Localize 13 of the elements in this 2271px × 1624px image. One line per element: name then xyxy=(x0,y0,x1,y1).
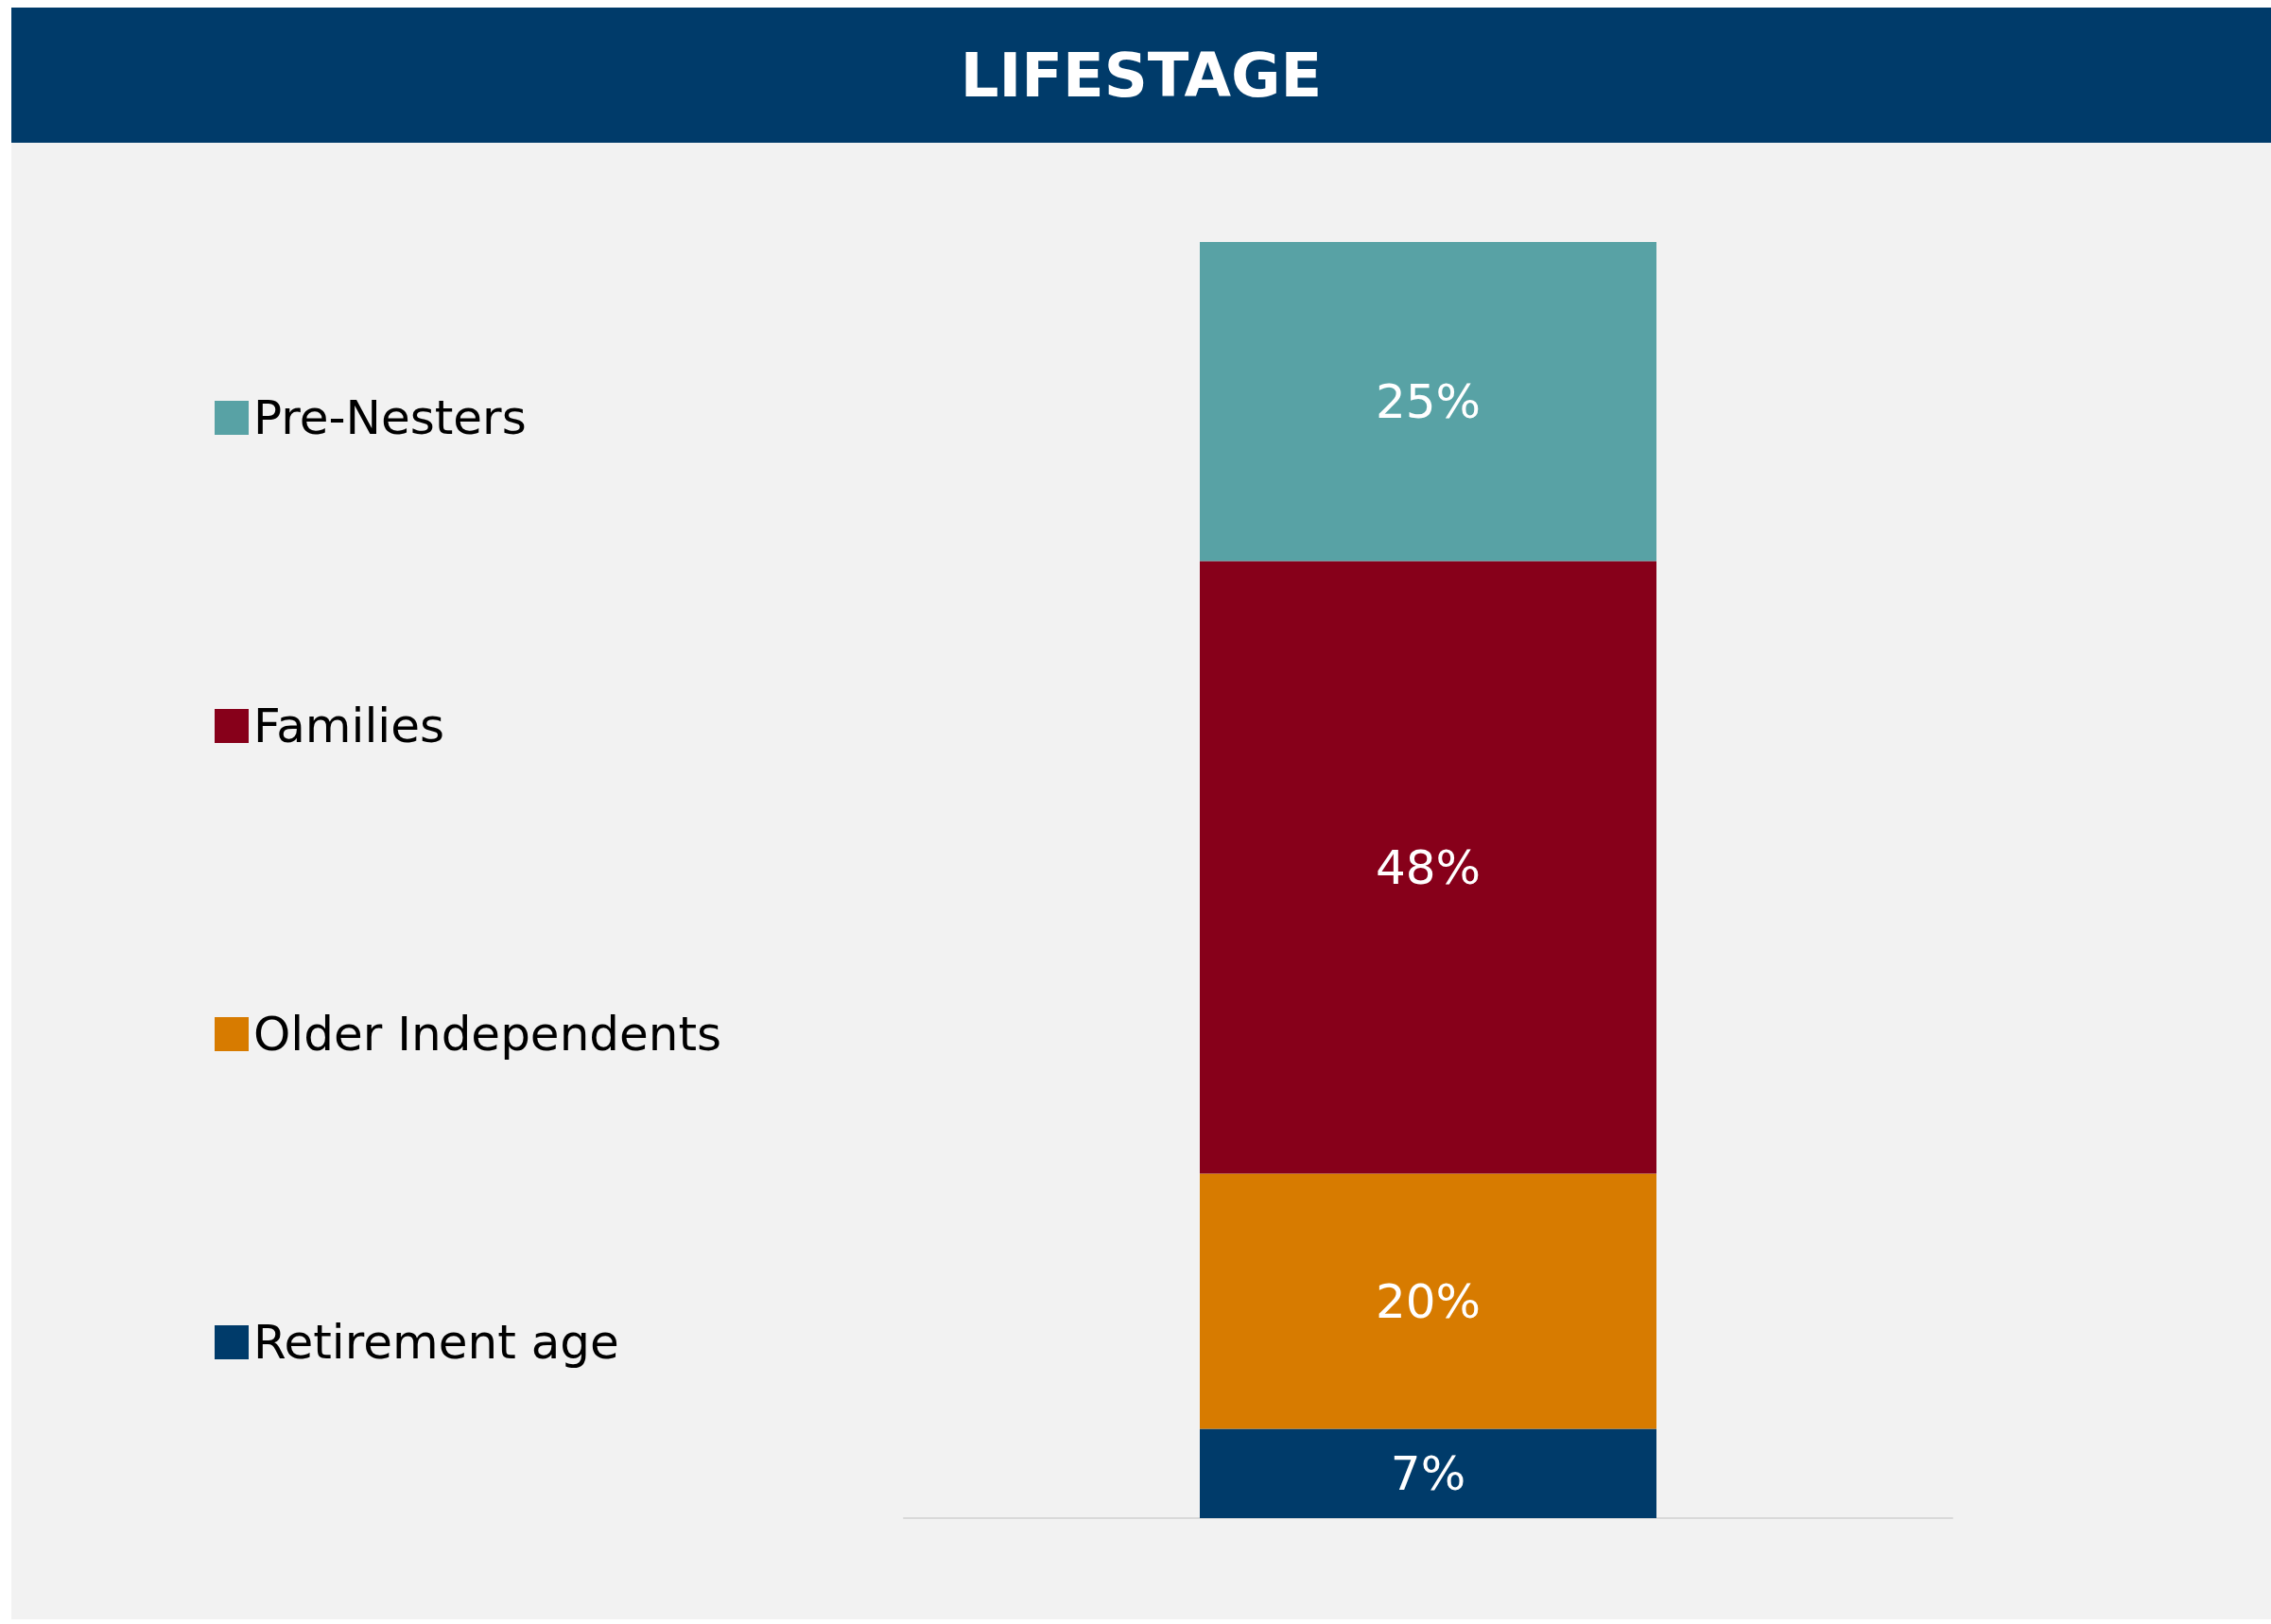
bar xyxy=(1200,242,1656,561)
chart-title: LIFESTAGE xyxy=(11,8,2271,143)
data-label: 7% xyxy=(1390,1445,1466,1501)
bar xyxy=(1200,1173,1656,1429)
bar xyxy=(1200,1428,1656,1518)
data-label: 25% xyxy=(1375,373,1482,429)
bar xyxy=(1200,561,1656,1174)
legend-label: Pre-Nesters xyxy=(253,390,527,445)
legend-label: Retirement age xyxy=(253,1315,619,1370)
legend-label: Older Independents xyxy=(253,1007,722,1062)
data-label: 20% xyxy=(1375,1273,1482,1329)
legend-label: Families xyxy=(253,699,445,753)
data-label: 48% xyxy=(1375,839,1482,895)
